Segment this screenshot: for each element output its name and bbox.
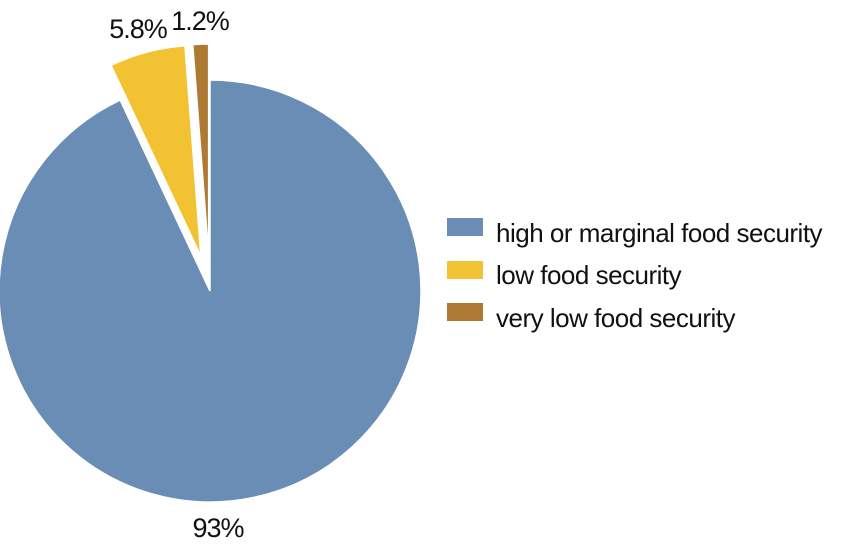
legend: high or marginal food security low food … — [447, 218, 823, 333]
pie-slice-low — [109, 44, 202, 257]
legend-item-very-low: very low food security — [447, 303, 736, 333]
slice-labels: 93% 5.8% 1.2% — [109, 6, 245, 543]
legend-swatch-low — [447, 261, 483, 279]
pie-slices — [0, 43, 422, 503]
pie-slice-very-low — [191, 43, 210, 256]
legend-item-low: low food security — [447, 260, 682, 290]
pie-slice-high-or-marginal — [0, 79, 422, 503]
slice-label-high-or-marginal: 93% — [192, 513, 244, 543]
legend-label-low: low food security — [496, 260, 682, 290]
legend-label-very-low: very low food security — [496, 303, 735, 333]
legend-swatch-high-or-marginal — [447, 218, 483, 236]
legend-swatch-very-low — [447, 303, 483, 321]
legend-item-high-or-marginal: high or marginal food security — [447, 218, 823, 248]
legend-label-high-or-marginal: high or marginal food security — [496, 218, 823, 248]
slice-label-very-low: 1.2% — [171, 6, 230, 36]
slice-label-low: 5.8% — [109, 14, 168, 44]
